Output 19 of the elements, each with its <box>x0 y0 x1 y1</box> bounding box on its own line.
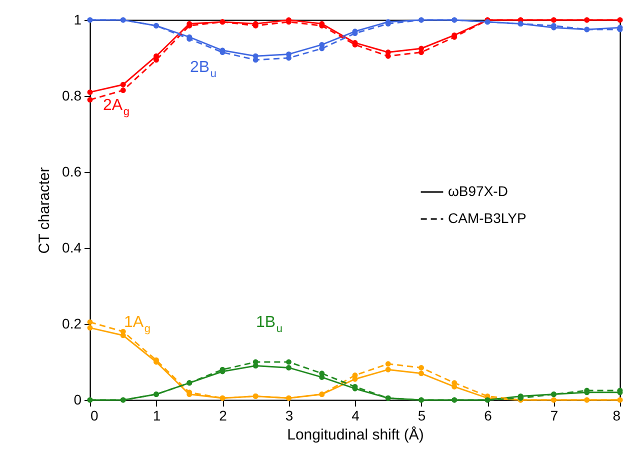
x-tick-label: 7 <box>550 408 558 424</box>
y-tick-label: 0.8 <box>62 88 82 104</box>
x-tick-label: 3 <box>285 408 294 424</box>
x-axis-title: Longitudinal shift (Å) <box>287 426 424 444</box>
x-tick-label: 0 <box>90 408 98 424</box>
x-tick-label: 2 <box>219 408 228 424</box>
legend-label: CAM-B3LYP <box>448 210 526 226</box>
y-tick-label: 1 <box>74 12 82 28</box>
y-tick-label: 0 <box>74 392 82 408</box>
y-axis-title: CT character <box>36 167 54 254</box>
y-tick-label: 0.4 <box>62 240 82 256</box>
y-tick-label: 0.6 <box>62 164 82 180</box>
x-tick-label: 8 <box>612 408 621 424</box>
x-tick-label: 6 <box>484 408 492 424</box>
x-tick-label: 1 <box>152 408 161 424</box>
y-tick-label: 0.2 <box>62 316 82 332</box>
x-tick-label: 5 <box>418 408 426 424</box>
legend-label: ωB97X-D <box>448 183 508 199</box>
x-tick-label: 4 <box>352 408 360 424</box>
